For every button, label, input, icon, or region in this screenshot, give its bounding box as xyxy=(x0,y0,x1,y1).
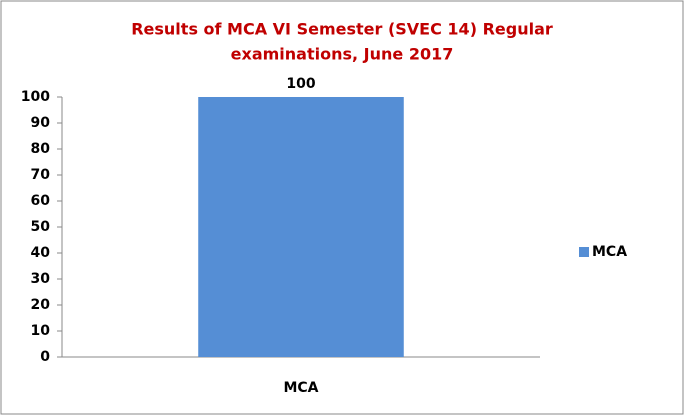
y-tick-label: 80 xyxy=(31,141,51,157)
y-tick-label: 70 xyxy=(31,167,51,183)
y-tick-label: 50 xyxy=(31,219,51,235)
y-tick-label: 100 xyxy=(21,89,50,105)
y-tick-label: 90 xyxy=(31,115,51,131)
legend-label: MCA xyxy=(592,244,627,260)
y-tick-label: 60 xyxy=(31,193,51,209)
x-tick-label: MCA xyxy=(283,380,318,396)
y-tick-label: 20 xyxy=(31,297,51,313)
y-tick-label: 40 xyxy=(31,245,51,261)
chart-title: examinations, June 2017 xyxy=(231,45,454,64)
y-tick-label: 0 xyxy=(40,349,50,365)
chart-title: Results of MCA VI Semester (SVEC 14) Reg… xyxy=(131,20,553,39)
legend-swatch xyxy=(579,247,589,257)
y-tick-label: 10 xyxy=(31,323,51,339)
bar xyxy=(198,97,404,357)
y-tick-label: 30 xyxy=(31,271,51,287)
data-label: 100 xyxy=(286,76,315,92)
